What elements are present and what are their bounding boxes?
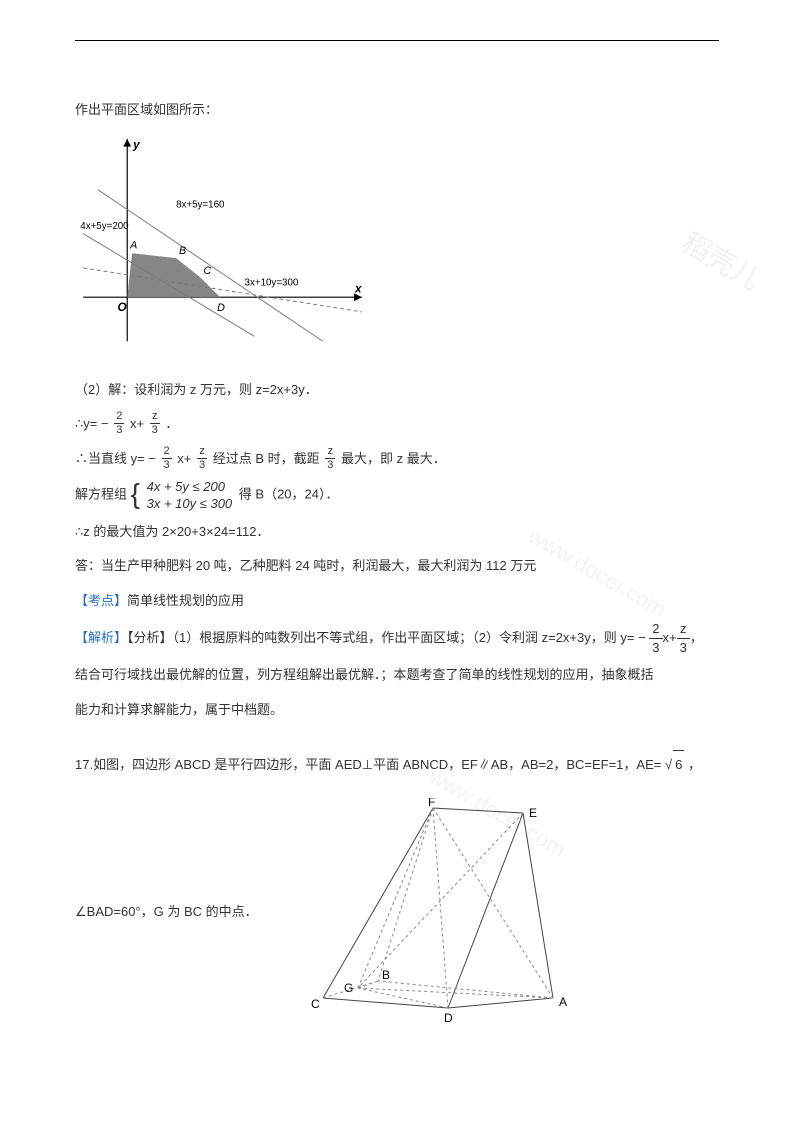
svg-text:B: B [179,245,186,257]
svg-text:G: G [344,981,353,995]
kaodian-text: 简单线性规划的应用 [127,593,244,608]
jiexi-line2: 结合可行域找出最优解的位置，列方程组解出最优解．；本题考查了简单的线性规划的应用… [75,661,719,690]
svg-text:D: D [217,302,225,314]
svg-text:3x+10y=300: 3x+10y=300 [245,277,299,288]
frac-z-3c: z3 [325,446,335,471]
lw-mid2: 经过点 B 时，截距 [213,451,324,466]
sqrt-icon: √ [665,757,672,772]
intro-text: 作出平面区域如图所示： [75,96,719,125]
svg-text:x: x [354,282,362,295]
system-body: 4x + 5y ≤ 200 3x + 10y ≤ 300 [147,479,233,512]
p17-stem-a: 17.如图，四边形 ABCD 是平行四边形，平面 AED⊥平面 ABNCD，EF… [75,750,719,780]
svg-text:O: O [117,301,126,314]
system-line: 解方程组 { 4x + 5y ≤ 200 3x + 10y ≤ 300 得 B（… [75,479,719,512]
jiexi-line3: 能力和计算求解能力，属于中档题。 [75,696,719,725]
jiexi-tag: 【解析】 [75,630,127,645]
line-when: ∴当直线 y= − 23 x+ z3 经过点 B 时，截距 z3 最大，即 z … [75,445,719,474]
max-line: ∴z 的最大值为 2×20+3×24=112． [75,518,719,547]
answer-line: 答：当生产甲种肥料 20 吨，乙种肥料 24 吨时，利润最大，最大利润为 112… [75,552,719,581]
svg-text:C: C [311,997,320,1011]
frac-2-3: 23 [114,411,124,436]
sys-suffix: 得 B（20，24）． [239,487,339,502]
kaodian-tag: 【考点】 [75,593,127,608]
p17-text-b: ， [684,757,701,772]
jiexi-mid: x+ [663,630,677,645]
ly-suffix: ． [165,416,178,431]
svg-text:E: E [529,806,537,820]
svg-text:C: C [203,264,211,276]
svg-text:4x+5y=200: 4x+5y=200 [80,220,129,231]
kaodian-line: 【考点】简单线性规划的应用 [75,587,719,616]
bigfrac-z-3: z3 [677,622,690,656]
top-rule [75,40,719,41]
p17-stem-c: ∠BAD=60°，G 为 BC 的中点． [75,898,258,927]
lw-prefix: ∴当直线 y= − [75,451,160,466]
svg-text:A: A [559,995,567,1009]
sys-prefix: 解方程组 [75,487,131,502]
svg-text:8x+5y=160: 8x+5y=160 [176,199,225,210]
sqrt-val: 6 [673,750,684,780]
svg-text:F: F [428,798,435,809]
lw-mid1: x+ [177,451,195,466]
jiexi-lead: 【分析】（1）根据原料的吨数列出不等式组，作出平面区域；（2）令利润 z=2x+… [127,630,649,645]
line-y: ∴y= − 23 x+ z3 ． [75,410,719,439]
brace-icon: { [131,480,140,508]
solid-figure: F E C D A G B [298,798,598,1033]
ly-mid: x+ [130,416,148,431]
region-chart: y x O 8x+5y=160 4x+5y=200 3x+10y=300 A B C D [75,131,719,356]
svg-text:D: D [444,1011,453,1025]
svg-text:A: A [129,239,137,251]
svg-text:y: y [132,138,140,151]
lw-suffix: 最大，即 z 最大． [341,451,446,466]
frac-2-3b: 23 [162,446,172,471]
jiexi-line1: 【解析】【分析】（1）根据原料的吨数列出不等式组，作出平面区域；（2）令利润 z… [75,622,719,656]
ly-prefix: ∴y= − [75,416,112,431]
svg-text:B: B [382,968,390,982]
part2-label: （2）解：设利润为 z 万元，则 z=2x+3y． [75,376,719,405]
frac-z-3b: z3 [197,446,207,471]
frac-z-3: z3 [150,411,160,436]
jiexi-tail: ， [690,630,703,645]
bigfrac-2-3: 23 [649,622,662,656]
p17-text-a: 17.如图，四边形 ABCD 是平行四边形，平面 AED⊥平面 ABNCD，EF… [75,757,665,772]
